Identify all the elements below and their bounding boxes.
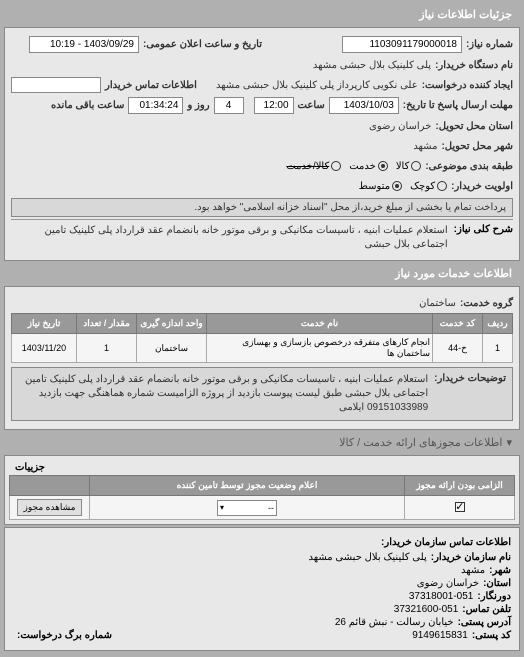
org-label: نام سازمان خریدار: (431, 552, 511, 563)
licenses-table: الزامی بودن ارائه مجوز اعلام وضعیت مجوز … (9, 475, 515, 520)
cell-code: خ-44 (433, 334, 483, 363)
mandatory-checkbox[interactable] (455, 502, 465, 512)
countdown: 01:34:24 (128, 97, 183, 114)
services-table: ردیف کد خدمت نام خدمت واحد اندازه گیری م… (11, 313, 513, 363)
priority-radio-group: کوچک متوسط (359, 181, 447, 192)
service-group-value: ساختمان (419, 298, 456, 309)
radio-goods[interactable] (411, 161, 421, 171)
org-value: پلی کلینیک بلال حبشی مشهد (309, 552, 427, 563)
radio-mixed[interactable] (331, 161, 341, 171)
lic-col-action (10, 476, 90, 496)
cell-qty: 1 (77, 334, 137, 363)
contact-panel: اطلاعات تماس سازمان خریدار: نام سازمان خ… (4, 527, 520, 651)
col-date: تاریخ نیاز (12, 314, 77, 334)
contact-city-value: مشهد (461, 565, 485, 576)
licenses-panel: جزییات الزامی بودن ارائه مجوز اعلام وضعی… (4, 455, 520, 525)
contact-province-value: خراسان رضوی (417, 578, 479, 589)
request-no-label: شماره برگ درخواست: (17, 630, 112, 641)
col-code: کد خدمت (433, 314, 483, 334)
contact-info-box[interactable] (11, 77, 101, 93)
service-group-label: گروه خدمت: (460, 298, 513, 309)
radio-service[interactable] (378, 161, 388, 171)
time-label-1: ساعت (298, 100, 325, 111)
postal-label: آدرس پستی: (458, 617, 511, 628)
col-name: نام خدمت (207, 314, 433, 334)
postcode-label: کد پستی: (472, 630, 511, 641)
table-row: 1 خ-44 انجام کارهای متفرقه درخصوص بازساز… (12, 334, 513, 363)
public-date-label: تاریخ و ساعت اعلان عمومی: (143, 39, 262, 50)
col-unit: واحد اندازه گیری (137, 314, 207, 334)
phone-value: 37321600-051 (394, 604, 459, 615)
contact-city-label: شهر: (489, 565, 511, 576)
radio-mixed-label: کالا/خدمت (286, 161, 329, 172)
status-select[interactable]: -- ▾ (217, 500, 277, 516)
buyer-note-label: توضیحات خریدار: (434, 373, 506, 415)
cell-date: 1403/11/20 (12, 334, 77, 363)
remain-label: ساعت باقی مانده (51, 100, 124, 111)
cell-row: 1 (483, 334, 513, 363)
page-header: جزئیات اطلاعات نیاز (4, 4, 520, 25)
col-qty: مقدار / تعداد (77, 314, 137, 334)
category-radio-group: کالا خدمت کالا/خدمت (286, 161, 421, 172)
cell-unit: ساختمان (137, 334, 207, 363)
lic-action-cell: مشاهده مجوز (10, 496, 90, 520)
services-header: اطلاعات خدمات مورد نیاز (4, 263, 520, 284)
category-label: طبقه بندی موضوعی: (425, 161, 513, 172)
col-row: ردیف (483, 314, 513, 334)
main-info-panel: شماره نیاز: 1103091179000018 تاریخ و ساع… (4, 27, 520, 261)
creator-label: ایجاد کننده درخواست: (422, 80, 513, 91)
services-panel: گروه خدمت: ساختمان ردیف کد خدمت نام خدمت… (4, 286, 520, 430)
city-value: مشهد (413, 141, 437, 152)
days-remain: 4 (214, 97, 244, 114)
postal-value: خیابان رسالت - نبش قائم 26 (335, 617, 454, 628)
details-label: جزییات (9, 460, 515, 475)
radio-medium-label: متوسط (359, 181, 390, 192)
licenses-link[interactable]: ▾اطلاعات مجوزهای ارائه خدمت / کالا (4, 432, 520, 453)
buyer-label: نام دستگاه خریدار: (435, 60, 513, 71)
deadline-date: 1403/10/03 (329, 97, 399, 114)
province-value: خراسان رضوی (369, 121, 431, 132)
province-label: استان محل تحویل: (435, 121, 513, 132)
device-no-label: شماره نیاز: (466, 39, 513, 50)
payment-note: پرداخت تمام یا بخشی از مبلغ خرید،از محل … (11, 198, 513, 217)
device-no-value: 1103091179000018 (342, 36, 462, 53)
lic-status-cell: -- ▾ (90, 496, 405, 520)
radio-goods-label: کالا (396, 161, 410, 172)
fax-value: 37318001-051 (409, 591, 474, 602)
deadline-time: 12:00 (254, 97, 294, 114)
lic-col-mandatory: الزامی بودن ارائه مجوز (405, 476, 515, 496)
days-label: روز و (187, 100, 209, 111)
phone-label: تلفن تماس: (462, 604, 511, 615)
buyer-note-text: استعلام عملیات ابنیه ، تاسیسات مکانیکی و… (18, 373, 428, 415)
buyer-value: پلی کلینیک بلال حبشی مشهد (313, 60, 431, 71)
lic-col-status: اعلام وضعیت مجوز توسط تامین کننده (90, 476, 405, 496)
creator-value: علی نکویی کارپرداز پلی کلینیک بلال حبشی … (216, 80, 418, 91)
buyer-note-box: توضیحات خریدار: استعلام عملیات ابنیه ، ت… (11, 367, 513, 421)
lic-mandatory-cell (405, 496, 515, 520)
desc-text: استعلام عملیات ابنیه ، تاسیسات مکانیکی و… (11, 224, 448, 252)
cell-name: انجام کارهای متفرقه درخصوص بازسازی و بهس… (207, 334, 433, 363)
fax-label: دورنگار: (477, 591, 511, 602)
radio-medium[interactable] (392, 181, 402, 191)
contact-province-label: استان: (483, 578, 511, 589)
contact-info-label: اطلاعات تماس خریدار (105, 80, 197, 91)
postcode-value: 9149615831 (412, 630, 468, 641)
radio-small-label: کوچک (410, 181, 435, 192)
priority-label: اولویت خریدار: (451, 181, 513, 192)
radio-service-label: خدمت (349, 161, 376, 172)
radio-small[interactable] (437, 181, 447, 191)
license-row: -- ▾ مشاهده مجوز (10, 496, 515, 520)
chevron-down-icon: ▾ (220, 503, 224, 512)
contact-header: اطلاعات تماس سازمان خریدار: (13, 536, 511, 549)
view-license-button[interactable]: مشاهده مجوز (17, 499, 83, 516)
desc-label: شرح کلی نیاز: (454, 224, 513, 252)
city-label: شهر محل تحویل: (441, 141, 513, 152)
public-date-value: 1403/09/29 - 10:19 (29, 36, 139, 53)
deadline-label: مهلت ارسال پاسخ تا تاریخ: (403, 100, 513, 111)
